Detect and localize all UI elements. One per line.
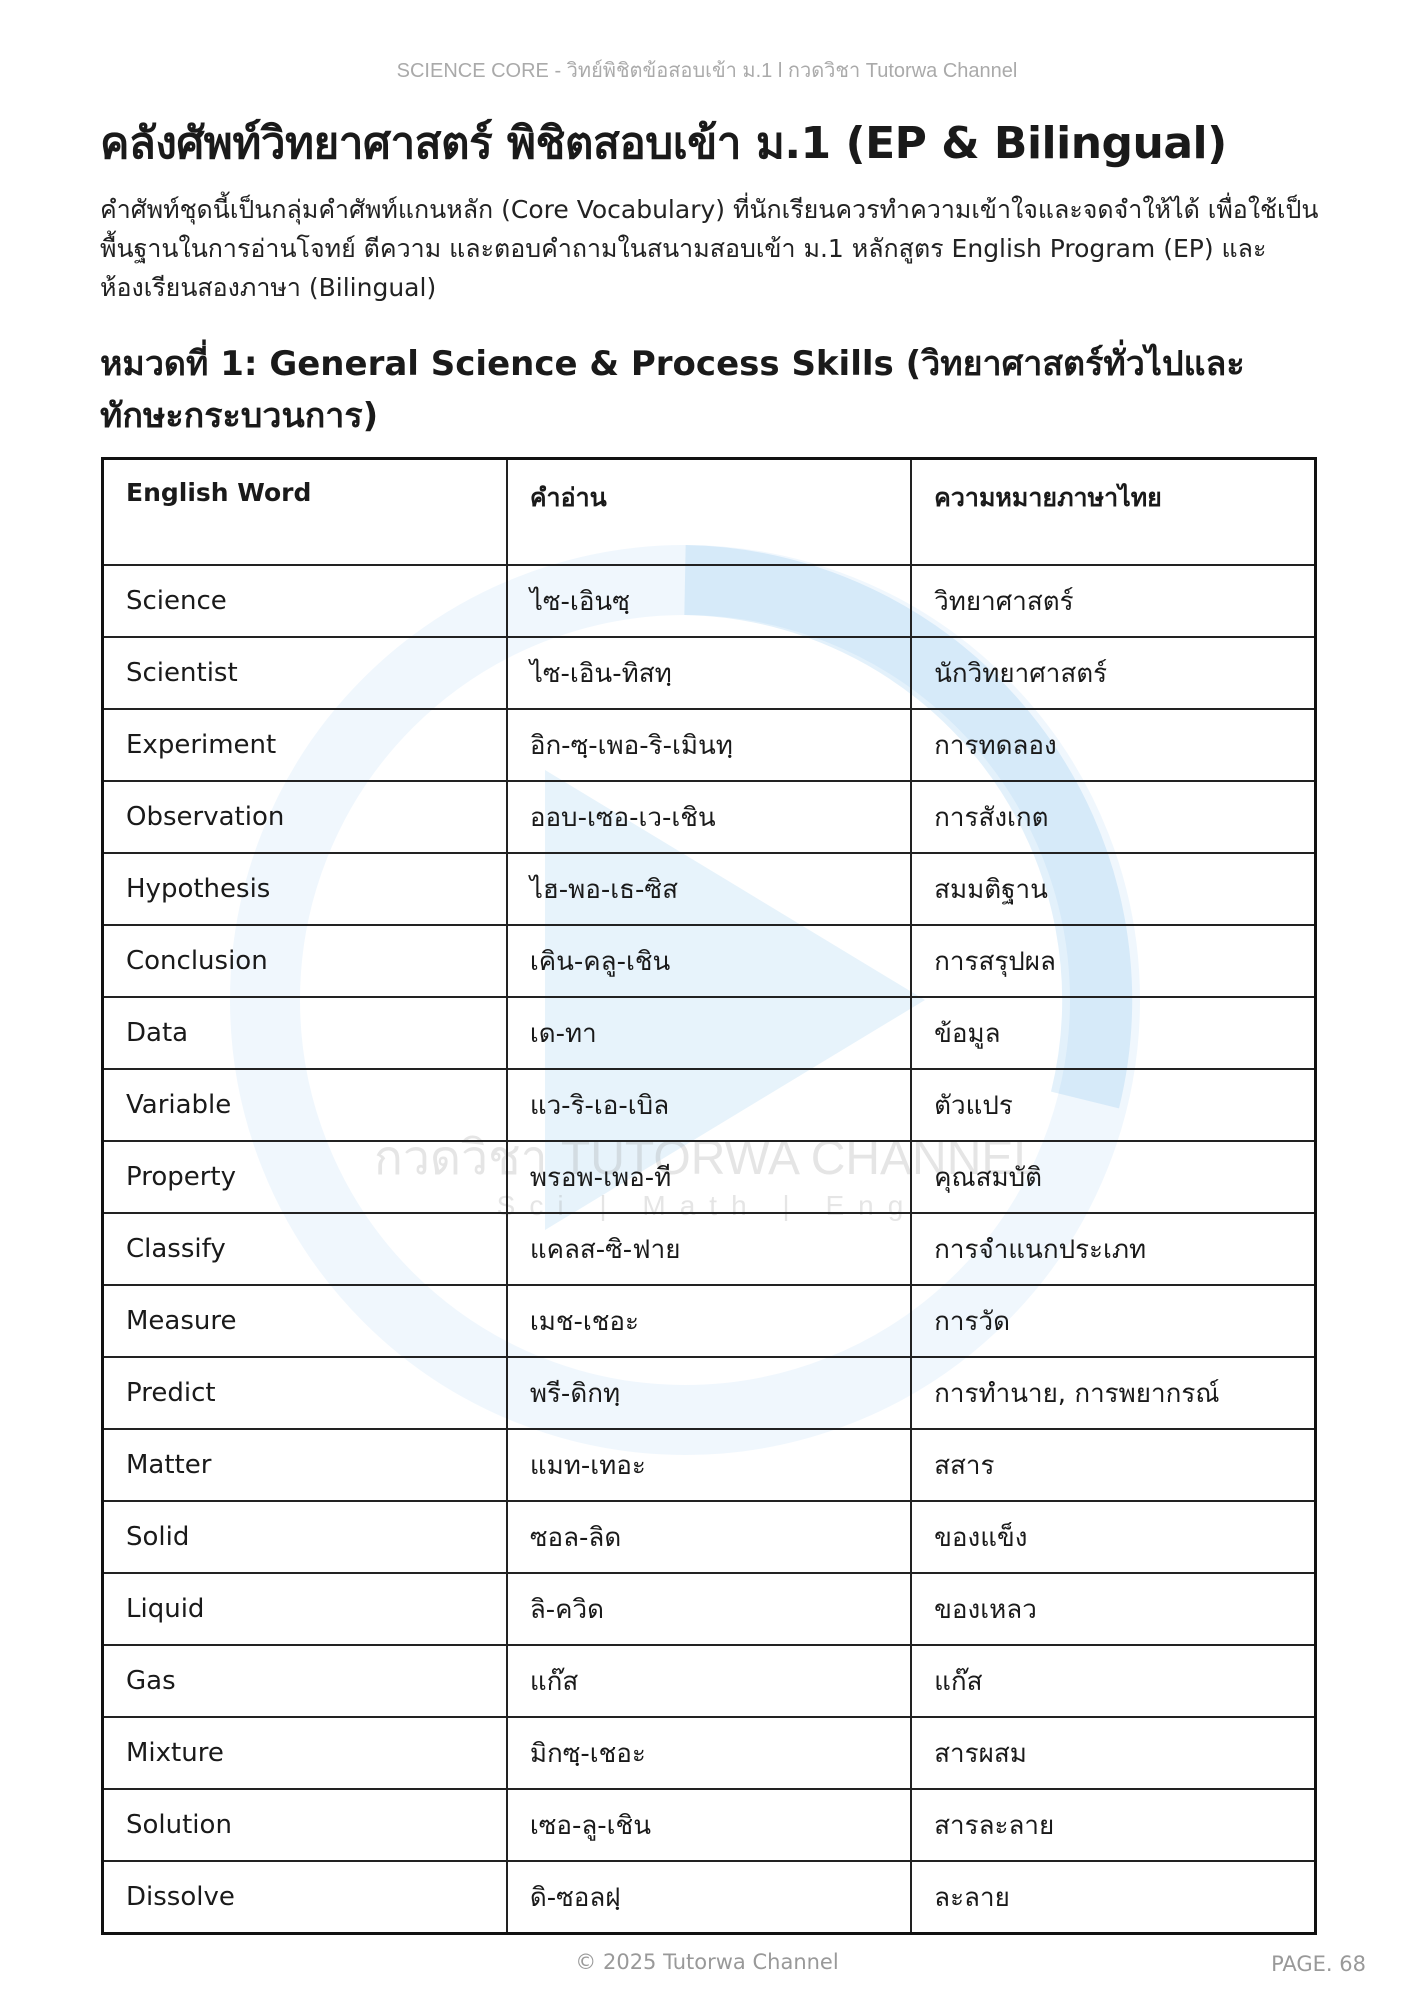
cell-thai-meaning: สารละลาย (910, 1788, 1317, 1862)
cell-english-word: Experiment (101, 708, 508, 782)
cell-thai-meaning: ตัวแปร (910, 1068, 1317, 1142)
table-row: Conclusion เคิน-คลู-เชิน การสรุปผล (101, 924, 1317, 998)
table-row: Solution เซอ-ลู-เชิน สารละลาย (101, 1788, 1317, 1862)
table-row: Data เด-ทา ข้อมูล (101, 996, 1317, 1070)
cell-thai-meaning: แก๊ส (910, 1644, 1317, 1718)
section-heading: หมวดที่ 1: General Science & Process Ski… (100, 344, 1245, 436)
footer-copyright: © 2025 Tutorwa Channel (575, 1950, 839, 1974)
cell-english-word: Variable (101, 1068, 508, 1142)
column-header-meaning: ความหมายภาษาไทย (910, 457, 1317, 566)
cell-english-word: Gas (101, 1644, 508, 1718)
cell-pronunciation: เมช-เชอะ (505, 1284, 913, 1358)
table-row: Experiment อิก-ซฺ-เพอ-ริ-เมินทฺ การทดลอง (101, 708, 1317, 782)
cell-english-word: Conclusion (101, 924, 508, 998)
table-row: Science ไซ-เอินซฺ วิทยาศาสตร์ (101, 564, 1317, 638)
cell-pronunciation: เซอ-ลู-เชิน (505, 1788, 913, 1862)
cell-thai-meaning: ละลาย (910, 1860, 1317, 1935)
cell-thai-meaning: การทดลอง (910, 708, 1317, 782)
cell-english-word: Property (101, 1140, 508, 1214)
cell-pronunciation: มิกซฺ-เชอะ (505, 1716, 913, 1790)
page-title: คลังศัพท์วิทยาศาสตร์ พิชิตสอบเข้า ม.1 (E… (100, 118, 1227, 169)
cell-english-word: Measure (101, 1284, 508, 1358)
cell-pronunciation: ซอล-ลิด (505, 1500, 913, 1574)
cell-english-word: Predict (101, 1356, 508, 1430)
cell-thai-meaning: สมมติฐาน (910, 852, 1317, 926)
column-header-pronunciation: คำอ่าน (505, 457, 913, 566)
vocabulary-table: English Word คำอ่าน ความหมายภาษาไทย Scie… (101, 457, 1317, 1935)
cell-thai-meaning: การสรุปผล (910, 924, 1317, 998)
cell-pronunciation: ไซ-เอิน-ทิสทฺ (505, 636, 913, 710)
cell-thai-meaning: นักวิทยาศาสตร์ (910, 636, 1317, 710)
cell-pronunciation: แคลส-ซิ-ฟาย (505, 1212, 913, 1286)
cell-pronunciation: อิก-ซฺ-เพอ-ริ-เมินทฺ (505, 708, 913, 782)
cell-thai-meaning: ข้อมูล (910, 996, 1317, 1070)
cell-thai-meaning: ของแข็ง (910, 1500, 1317, 1574)
cell-english-word: Science (101, 564, 508, 638)
cell-english-word: Scientist (101, 636, 508, 710)
cell-thai-meaning: การวัด (910, 1284, 1317, 1358)
cell-pronunciation: ดิ-ซอลฝฺ (505, 1860, 913, 1935)
intro-paragraph: คำศัพท์ชุดนี้เป็นกลุ่มคำศัพท์แกนหลัก (Co… (100, 195, 1319, 302)
cell-pronunciation: เด-ทา (505, 996, 913, 1070)
page-number: PAGE. 68 (1271, 1952, 1366, 1976)
cell-english-word: Hypothesis (101, 852, 508, 926)
cell-pronunciation: แก๊ส (505, 1644, 913, 1718)
cell-thai-meaning: ของเหลว (910, 1572, 1317, 1646)
cell-thai-meaning: คุณสมบัติ (910, 1140, 1317, 1214)
table-row: Classify แคลส-ซิ-ฟาย การจำแนกประเภท (101, 1212, 1317, 1286)
cell-english-word: Solid (101, 1500, 508, 1574)
column-header-english: English Word (101, 457, 508, 566)
table-row: Measure เมช-เชอะ การวัด (101, 1284, 1317, 1358)
cell-pronunciation: พรอพ-เพอ-ที (505, 1140, 913, 1214)
cell-thai-meaning: การจำแนกประเภท (910, 1212, 1317, 1286)
cell-english-word: Liquid (101, 1572, 508, 1646)
cell-pronunciation: พรี-ดิกทฺ (505, 1356, 913, 1430)
table-row: Scientist ไซ-เอิน-ทิสทฺ นักวิทยาศาสตร์ (101, 636, 1317, 710)
cell-thai-meaning: สารผสม (910, 1716, 1317, 1790)
cell-pronunciation: เคิน-คลู-เชิน (505, 924, 913, 998)
cell-english-word: Data (101, 996, 508, 1070)
table-row: Predict พรี-ดิกทฺ การทำนาย, การพยากรณ์ (101, 1356, 1317, 1430)
cell-thai-meaning: การทำนาย, การพยากรณ์ (910, 1356, 1317, 1430)
table-row: Dissolve ดิ-ซอลฝฺ ละลาย (101, 1860, 1317, 1935)
cell-pronunciation: ลิ-ควิด (505, 1572, 913, 1646)
table-row: Hypothesis ไฮ-พอ-เธ-ซิส สมมติฐาน (101, 852, 1317, 926)
table-row: Mixture มิกซฺ-เชอะ สารผสม (101, 1716, 1317, 1790)
cell-pronunciation: ออบ-เซอ-เว-เชิน (505, 780, 913, 854)
table-row: Property พรอพ-เพอ-ที คุณสมบัติ (101, 1140, 1317, 1214)
cell-thai-meaning: การสังเกต (910, 780, 1317, 854)
table-row: Solid ซอล-ลิด ของแข็ง (101, 1500, 1317, 1574)
cell-thai-meaning: วิทยาศาสตร์ (910, 564, 1317, 638)
table-row: Matter แมท-เทอะ สสาร (101, 1428, 1317, 1502)
cell-pronunciation: แว-ริ-เอ-เบิล (505, 1068, 913, 1142)
running-header: SCIENCE CORE - วิทย์พิชิตข้อสอบเข้า ม.1 … (396, 60, 1018, 82)
cell-thai-meaning: สสาร (910, 1428, 1317, 1502)
cell-english-word: Matter (101, 1428, 508, 1502)
table-row: Variable แว-ริ-เอ-เบิล ตัวแปร (101, 1068, 1317, 1142)
table-row: Gas แก๊ส แก๊ส (101, 1644, 1317, 1718)
table-header-row: English Word คำอ่าน ความหมายภาษาไทย (101, 457, 1317, 566)
cell-english-word: Dissolve (101, 1860, 508, 1935)
cell-english-word: Classify (101, 1212, 508, 1286)
cell-english-word: Solution (101, 1788, 508, 1862)
table-row: Liquid ลิ-ควิด ของเหลว (101, 1572, 1317, 1646)
cell-pronunciation: ไซ-เอินซฺ (505, 564, 913, 638)
cell-english-word: Observation (101, 780, 508, 854)
cell-english-word: Mixture (101, 1716, 508, 1790)
table-row: Observation ออบ-เซอ-เว-เชิน การสังเกต (101, 780, 1317, 854)
cell-pronunciation: ไฮ-พอ-เธ-ซิส (505, 852, 913, 926)
cell-pronunciation: แมท-เทอะ (505, 1428, 913, 1502)
